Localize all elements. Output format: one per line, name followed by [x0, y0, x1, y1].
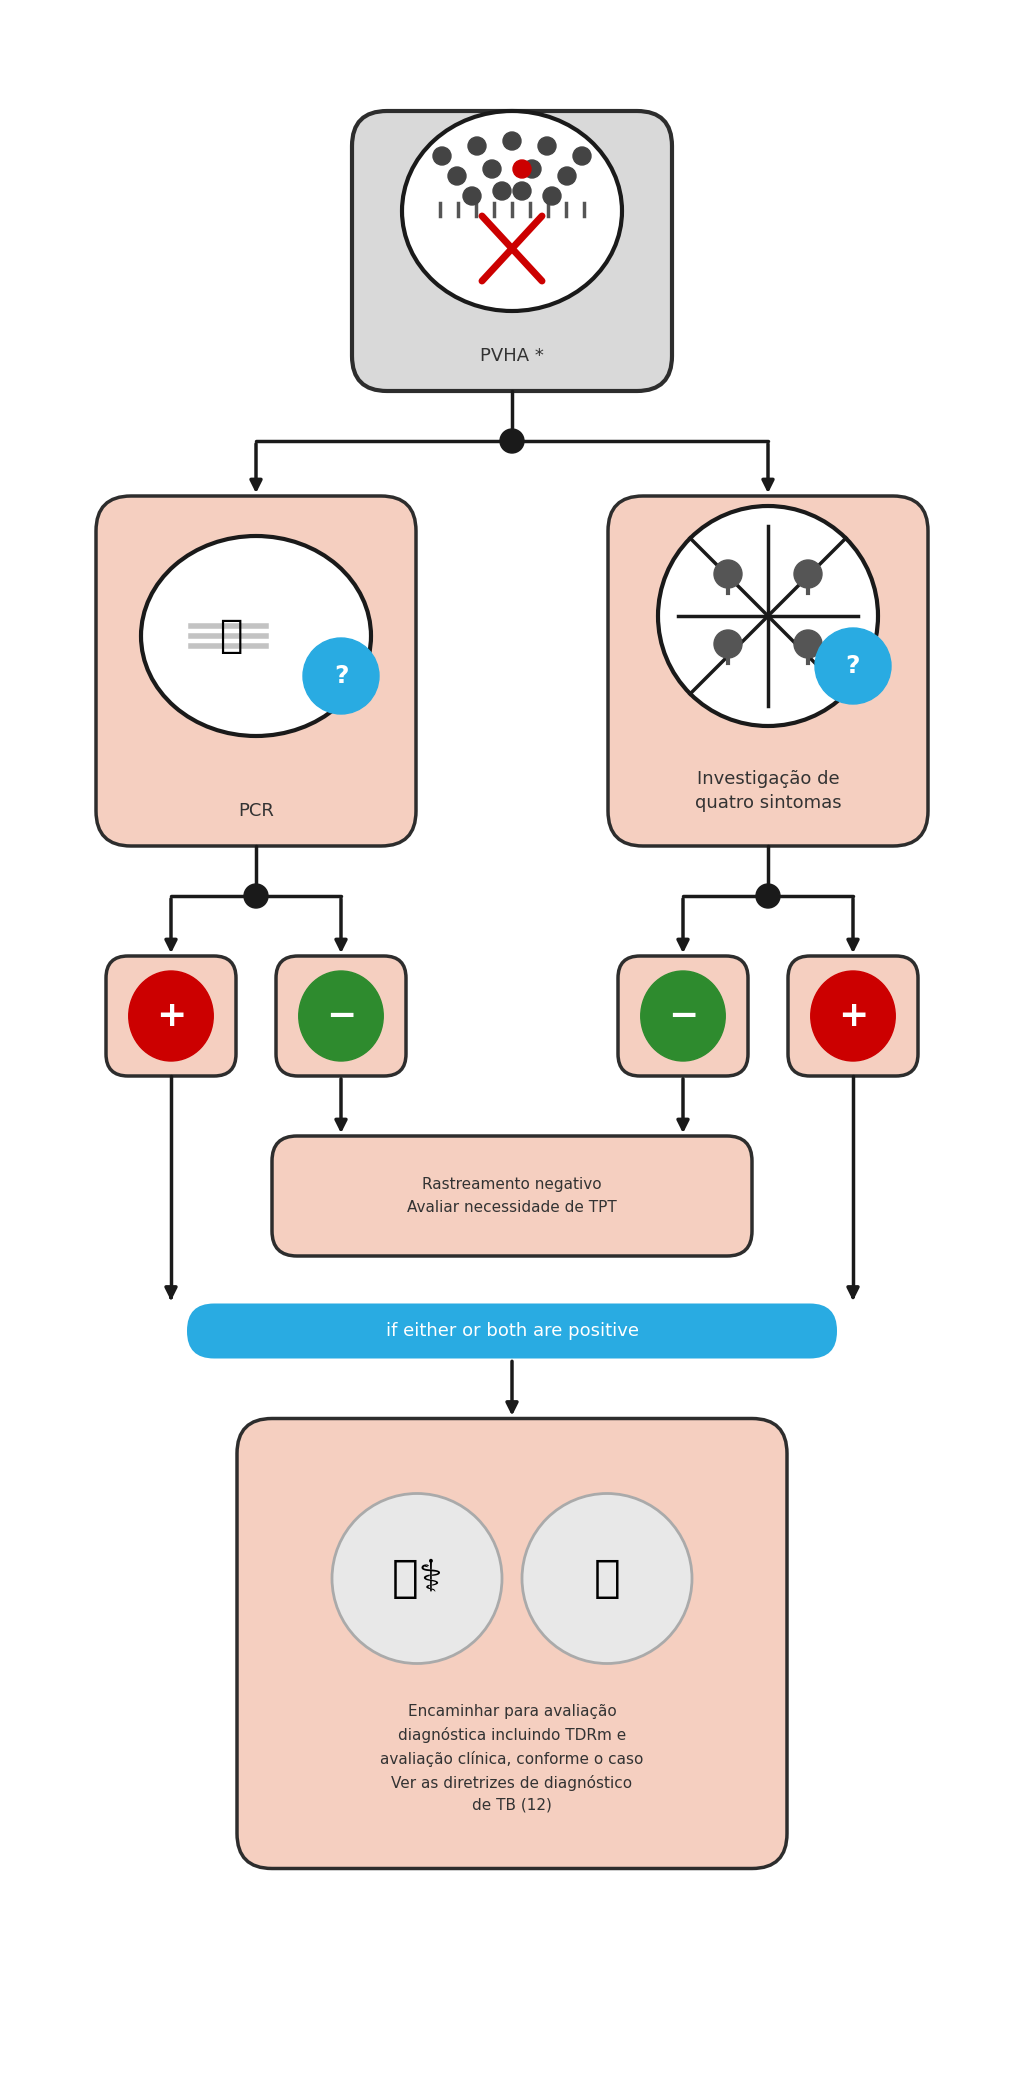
Circle shape [483, 161, 501, 178]
Ellipse shape [299, 970, 383, 1060]
Circle shape [558, 167, 575, 184]
Circle shape [538, 138, 556, 155]
Ellipse shape [658, 506, 878, 726]
Circle shape [714, 560, 742, 588]
Circle shape [543, 186, 561, 205]
Text: Encaminhar para avaliação
diagnóstica incluindo TDRm e
avaliação clínica, confor: Encaminhar para avaliação diagnóstica in… [380, 1704, 644, 1813]
Text: +: + [838, 999, 868, 1033]
Circle shape [513, 182, 531, 201]
Ellipse shape [129, 970, 213, 1060]
Text: −: − [326, 999, 356, 1033]
Text: if either or both are positive: if either or both are positive [385, 1322, 639, 1340]
FancyBboxPatch shape [237, 1418, 787, 1869]
Ellipse shape [141, 535, 371, 736]
Circle shape [463, 186, 481, 205]
Circle shape [433, 146, 451, 165]
Circle shape [513, 161, 531, 178]
Circle shape [523, 161, 541, 178]
Text: 🩸: 🩸 [219, 617, 243, 654]
FancyBboxPatch shape [96, 496, 416, 847]
FancyBboxPatch shape [272, 1135, 752, 1257]
Circle shape [794, 629, 822, 659]
Ellipse shape [402, 111, 622, 312]
Circle shape [303, 638, 379, 713]
Circle shape [449, 167, 466, 184]
Circle shape [493, 182, 511, 201]
Text: 🧬: 🧬 [594, 1558, 621, 1600]
Circle shape [244, 884, 268, 907]
FancyBboxPatch shape [106, 956, 236, 1077]
Ellipse shape [811, 970, 895, 1060]
Circle shape [503, 132, 521, 151]
Text: Rastreamento negativo
Avaliar necessidade de TPT: Rastreamento negativo Avaliar necessidad… [408, 1177, 616, 1215]
Circle shape [332, 1493, 502, 1664]
Text: ?: ? [334, 665, 348, 688]
Text: ?: ? [846, 654, 860, 677]
Text: PCR: PCR [238, 803, 274, 820]
Circle shape [522, 1493, 692, 1664]
FancyBboxPatch shape [187, 1303, 837, 1359]
Circle shape [468, 138, 486, 155]
Text: −: − [668, 999, 698, 1033]
FancyBboxPatch shape [352, 111, 672, 391]
Text: 👨‍⚕️: 👨‍⚕️ [391, 1558, 442, 1600]
FancyBboxPatch shape [608, 496, 928, 847]
Text: +: + [156, 999, 186, 1033]
Circle shape [815, 627, 891, 705]
Circle shape [714, 629, 742, 659]
FancyBboxPatch shape [276, 956, 406, 1077]
Ellipse shape [641, 970, 725, 1060]
Circle shape [756, 884, 780, 907]
Circle shape [794, 560, 822, 588]
FancyBboxPatch shape [788, 956, 918, 1077]
FancyBboxPatch shape [618, 956, 748, 1077]
Text: PVHA *: PVHA * [480, 347, 544, 366]
Circle shape [573, 146, 591, 165]
Text: Investigação de
quatro sintomas: Investigação de quatro sintomas [694, 769, 842, 813]
Circle shape [500, 429, 524, 454]
